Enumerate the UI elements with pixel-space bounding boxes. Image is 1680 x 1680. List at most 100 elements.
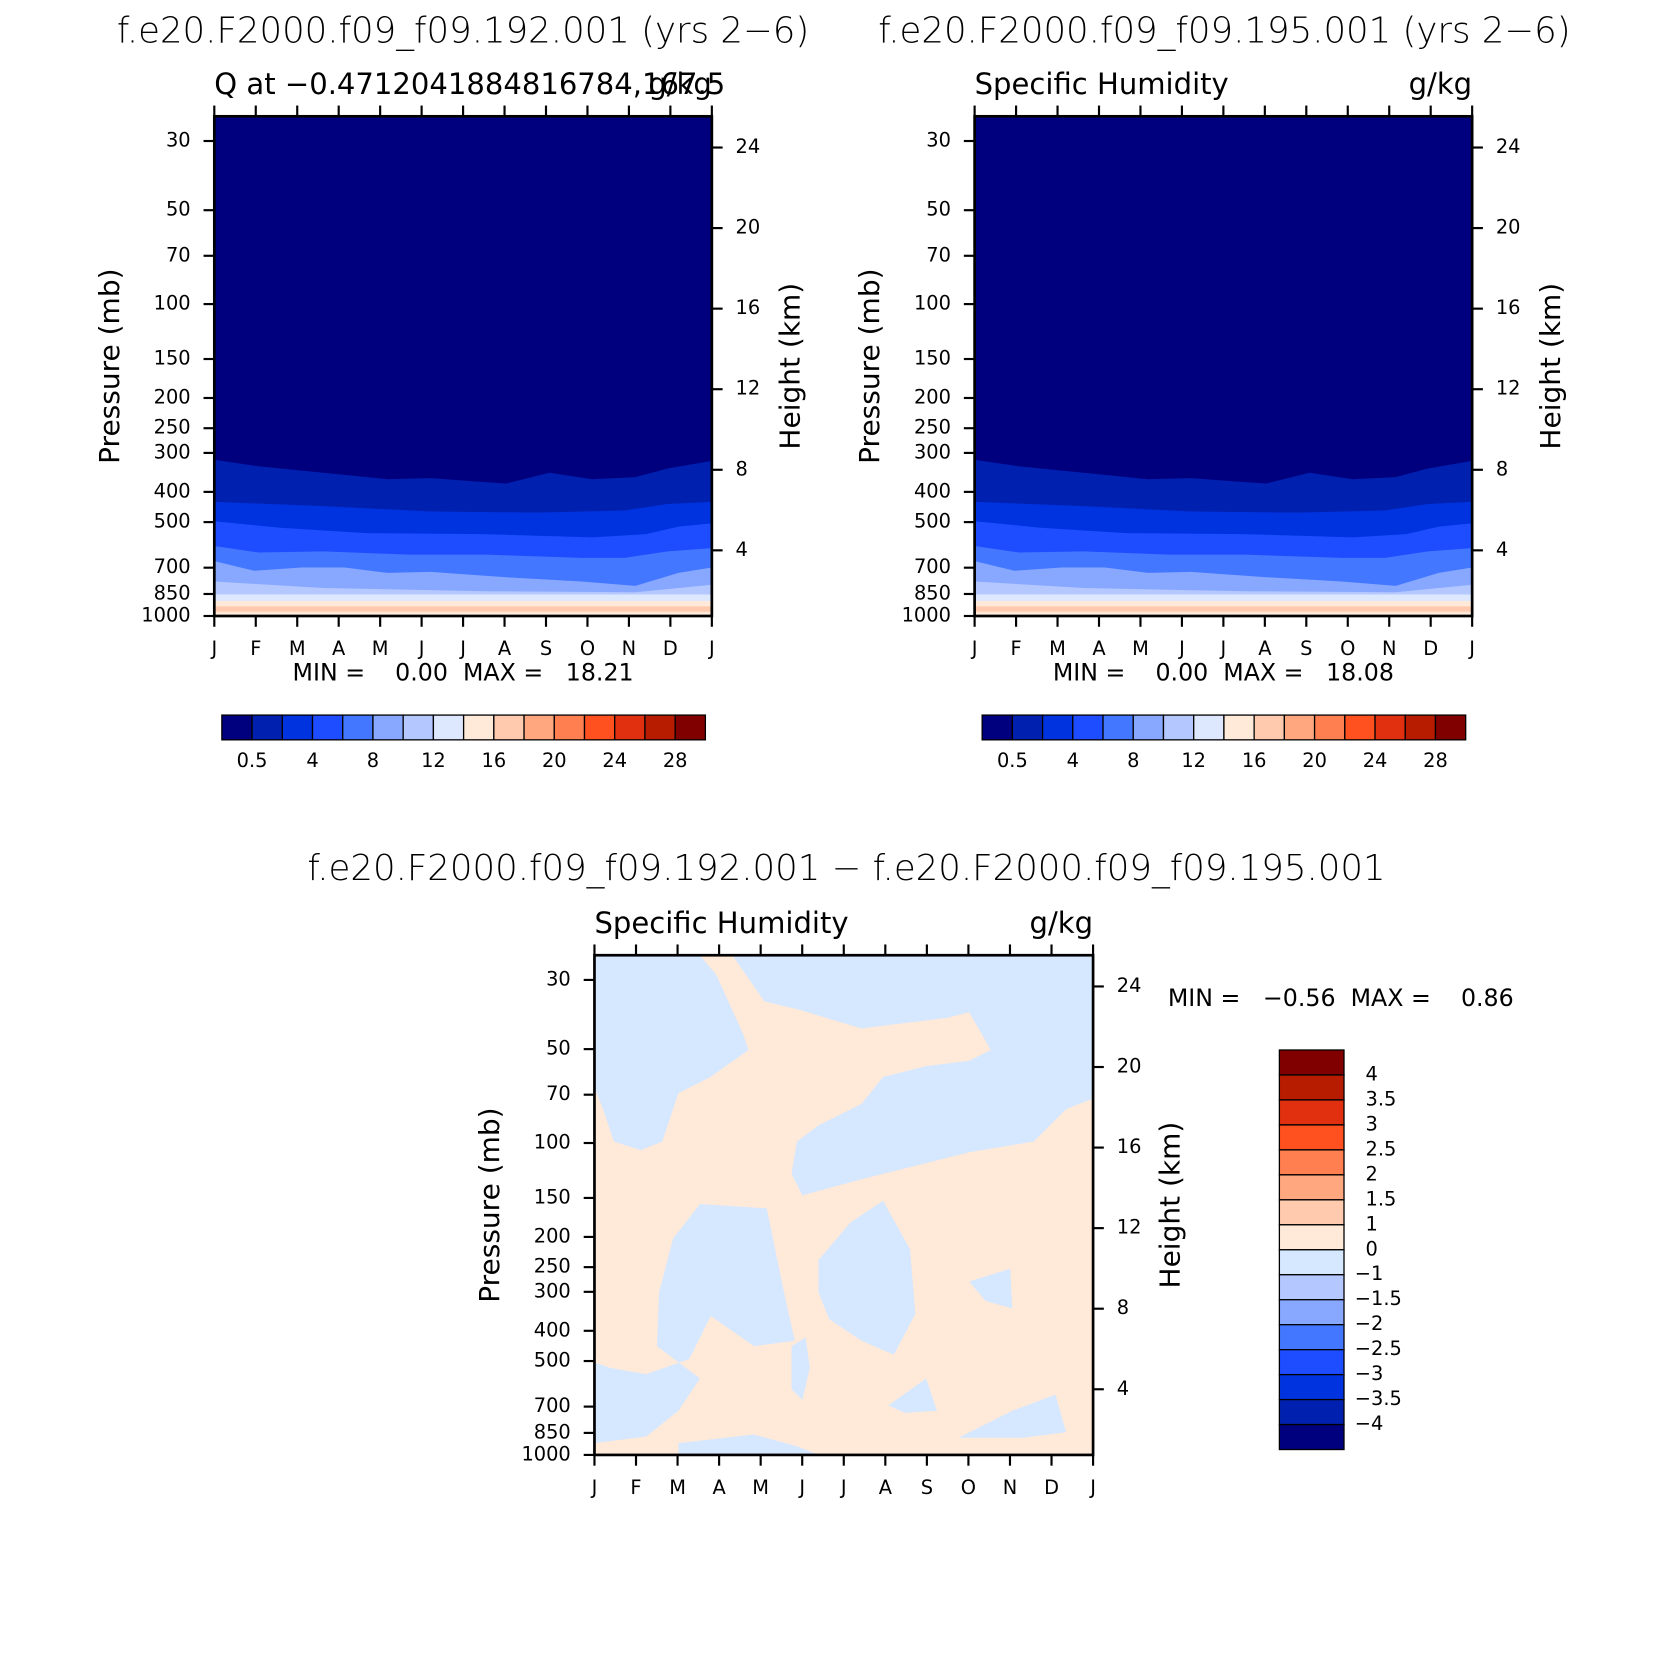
colorbar-box [1011,714,1044,741]
colorbar-label: 16 [482,749,507,772]
y-tick-label: 150 [534,1185,571,1208]
x-tick-label: D [1044,1476,1059,1499]
colorbar-box [1434,714,1467,741]
x-tick-label: O [1340,637,1355,660]
colorbar-label: 20 [542,749,567,772]
colorbar-box [1278,1174,1345,1201]
colorbar-box [553,714,586,741]
colorbar-label: 16 [1242,749,1267,772]
colorbar-label: −2.5 [1355,1337,1402,1360]
colorbar-box [1278,1274,1345,1301]
colorbar-label: 3.5 [1366,1087,1397,1110]
y-tick-label: 400 [534,1318,571,1341]
y-axis-label: Pressure (mb) [93,268,126,463]
y-tick-label: 400 [154,479,191,502]
colorbar-box [583,714,616,741]
colorbar-label: 12 [421,749,446,772]
x-tick-label: F [1010,637,1021,660]
colorbar-label: 1 [1366,1212,1378,1235]
x-tick-label: J [1089,1476,1096,1499]
suptitle: f.e20.F2000.f09_f09.192.001 − f.e20.F200… [307,848,1385,889]
colorbar-box [1278,1324,1345,1351]
x-tick-label: M [1049,637,1066,660]
colorbar-box [1072,714,1104,741]
contour-fill [594,955,1094,1455]
colorbar-box [1278,1299,1345,1326]
colorbar-label: 4 [1067,749,1079,772]
colorbar-label: 8 [1127,749,1139,772]
y-tick-label: 200 [914,385,951,408]
colorbar-box [1313,714,1346,741]
x-tick-label: J [210,637,217,660]
colorbar-box [1404,714,1437,741]
suptitle: f.e20.F2000.f09_f09.192.001 (yrs 2−6) [117,10,809,51]
y-tick-label: 150 [154,347,191,370]
y2-tick-label: 16 [1117,1135,1142,1158]
y-axis-label: Pressure (mb) [853,268,886,463]
contour-fill [974,116,1473,616]
colorbar-box [1278,1049,1345,1076]
y-tick-label: 250 [154,416,191,439]
colorbar-box [342,714,374,741]
colorbar-box [674,714,707,741]
y2-tick-label: 12 [1496,377,1521,400]
y-tick-label: 700 [154,555,191,578]
colorbar-label: 2.5 [1366,1137,1397,1160]
y-tick-label: 30 [546,967,571,990]
y2-tick-label: 8 [1117,1296,1129,1319]
colorbar-box [1223,714,1255,741]
colorbar-label: −1 [1355,1262,1384,1285]
x-tick-label: A [332,637,346,660]
colorbar-box [1278,1249,1345,1276]
colorbar-box [614,714,646,741]
colorbar-label: 20 [1302,749,1327,772]
colorbar-box [1278,1149,1345,1176]
colorbar-box [1278,1349,1345,1376]
y-tick-label: 50 [546,1037,571,1060]
y-tick-label: 50 [166,198,191,221]
colorbar-box [1193,714,1225,741]
min-max: MIN = 0.00 MAX = 18.21 [293,659,634,687]
y2-tick-label: 12 [1117,1216,1142,1239]
x-tick-label: J [840,1476,847,1499]
y2-axis-label: Height (km) [774,283,807,450]
x-tick-label: D [663,637,678,660]
colorbar-label: 24 [602,749,627,772]
colorbar-box [221,714,253,741]
colorbar-label: 12 [1181,749,1206,772]
x-tick-label: A [1258,637,1272,660]
y-tick-label: 1000 [521,1442,570,1465]
colorbar-label: 28 [1423,749,1448,772]
x-tick-label: O [961,1476,976,1499]
colorbar-box [311,714,344,741]
colorbar-box [1253,714,1286,741]
units: g/kg [1030,906,1094,940]
colorbar-label: −4 [1355,1412,1384,1435]
x-tick-label: A [712,1476,726,1499]
x-tick-label: F [250,637,261,660]
colorbar-box [1344,714,1376,741]
y-axis-label: Pressure (mb) [473,1107,506,1302]
y-tick-label: 30 [166,129,191,152]
y2-tick-label: 4 [736,538,748,561]
min-max: MIN = 0.00 MAX = 18.08 [1053,659,1394,687]
y2-tick-label: 20 [1496,216,1521,239]
x-tick-label: S [1300,637,1312,660]
y-tick-label: 500 [914,510,951,533]
colorbar-label: 1.5 [1366,1187,1397,1210]
colorbar-label: −3.5 [1355,1387,1402,1410]
colorbar-box [1278,1224,1345,1251]
y2-tick-label: 16 [1496,296,1521,319]
colorbar-box [281,714,314,741]
y2-tick-label: 24 [1117,974,1142,997]
colorbar-label: 24 [1363,749,1388,772]
y2-axis-label: Height (km) [1154,1122,1187,1289]
y-tick-label: 100 [534,1131,571,1154]
y2-tick-label: 20 [1117,1055,1142,1078]
plot-title: Q at −0.4712041884816784,167.5 [214,67,725,101]
y-tick-label: 700 [914,555,951,578]
y-tick-label: 50 [926,198,951,221]
colorbar-label: −3 [1355,1362,1384,1385]
plot-title: Specific Humidity [594,906,848,940]
colorbar-box [1041,714,1074,741]
